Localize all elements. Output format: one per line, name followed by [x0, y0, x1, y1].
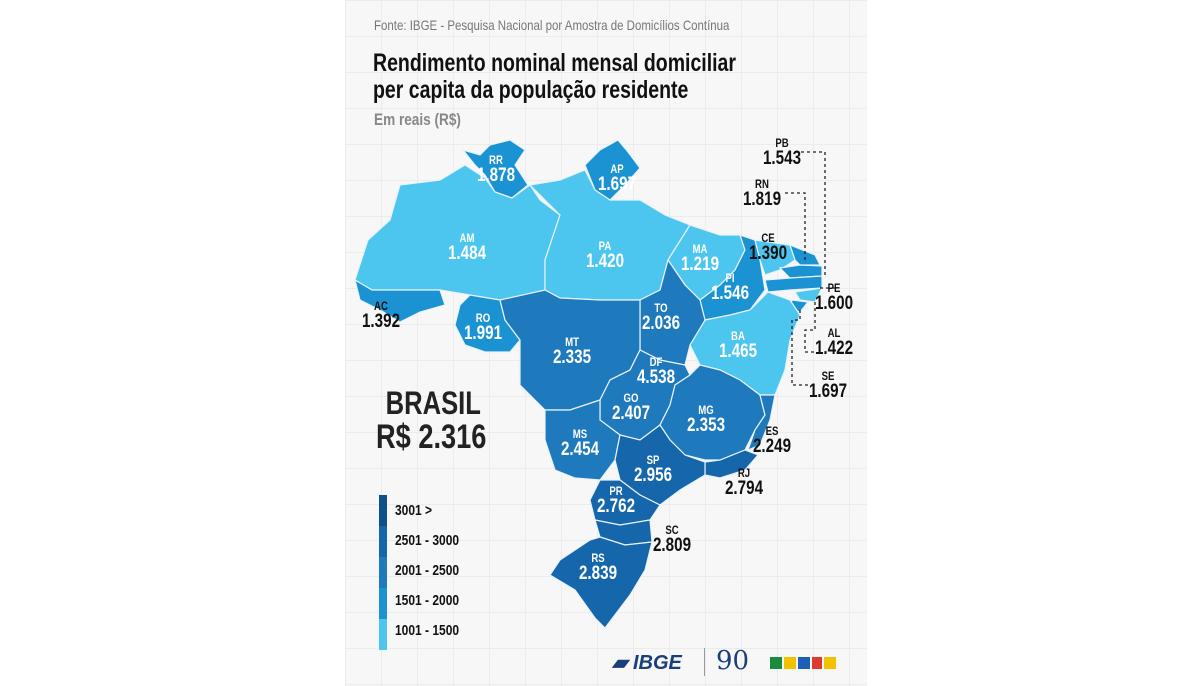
leader-lines	[785, 151, 835, 386]
label-GO: GO 2.407	[611, 391, 651, 424]
source-note: Fonte: IBGE - Pesquisa Nacional por Amos…	[374, 17, 730, 33]
legend-swatch-4	[379, 619, 387, 650]
legend-swatch-0	[379, 495, 387, 526]
national-label: BRASIL	[385, 385, 481, 421]
legend-label-2: 2001 - 2500	[395, 562, 460, 579]
national-value: R$ 2.316	[376, 418, 487, 456]
logo-divider	[704, 648, 705, 676]
page-title: Rendimento nominal mensal domiciliar per …	[373, 50, 736, 104]
label-RR: RR 1.878	[476, 153, 516, 186]
label-MS: MS 2.454	[560, 427, 600, 460]
legend-label-1: 2501 - 3000	[395, 532, 460, 549]
label-RN: RN 1.819	[742, 177, 782, 210]
label-SE: SE 1.697	[808, 369, 848, 402]
label-AC: AC 1.392	[361, 299, 401, 332]
legend-label-0: 3001 >	[395, 502, 433, 519]
title-line-1: Rendimento nominal mensal domiciliar	[373, 49, 736, 77]
label-AM: AM 1.484	[447, 231, 487, 264]
label-PE: PE 1.600	[814, 281, 854, 314]
legend-label-3: 1501 - 2000	[395, 592, 460, 609]
label-MT: MT 2.335	[552, 335, 592, 368]
national-average: BRASIL R$ 2.316	[376, 386, 486, 454]
state-AC	[354, 278, 446, 323]
label-ES: ES 2.249	[752, 424, 792, 457]
ibge-logo: ▰ IBGE	[612, 652, 682, 674]
ibge-90-years-logo: 90	[716, 646, 750, 676]
label-MG: MG 2.353	[686, 403, 726, 436]
state-RJ	[704, 449, 760, 479]
governo-do-brasil-logo	[770, 657, 836, 669]
legend-swatch-1	[379, 526, 387, 557]
label-PA: PA 1.420	[585, 239, 625, 272]
label-SP: SP 2.956	[633, 453, 673, 486]
label-PB: PB 1.543	[762, 136, 802, 169]
label-RJ: RJ 2.794	[724, 466, 764, 499]
unit-subtitle: Em reais (R$)	[374, 110, 461, 129]
legend-label-4: 1001 - 1500	[395, 622, 460, 639]
state-ES	[746, 394, 776, 452]
state-RR	[461, 139, 529, 199]
label-DF: DF 4.538	[636, 355, 676, 388]
label-RS: RS 2.839	[578, 551, 618, 584]
state-PB	[778, 264, 823, 279]
label-AP: AP 1.697	[597, 162, 637, 195]
label-SC: SC 2.809	[652, 523, 692, 556]
label-BA: BA 1.465	[718, 329, 758, 362]
title-line-2: per capita da população residente	[373, 76, 689, 104]
legend-swatch-2	[379, 557, 387, 588]
label-RO: RO 1.991	[463, 311, 503, 344]
label-CE: CE 1.390	[748, 231, 788, 264]
label-PI: PI 1.546	[710, 271, 750, 304]
label-PR: PR 2.762	[596, 484, 636, 517]
state-RS	[549, 536, 653, 629]
legend-swatch-3	[379, 588, 387, 619]
label-TO: TO 2.036	[641, 301, 681, 334]
label-MA: MA 1.219	[680, 242, 720, 275]
label-AL: AL 1.422	[814, 326, 854, 359]
